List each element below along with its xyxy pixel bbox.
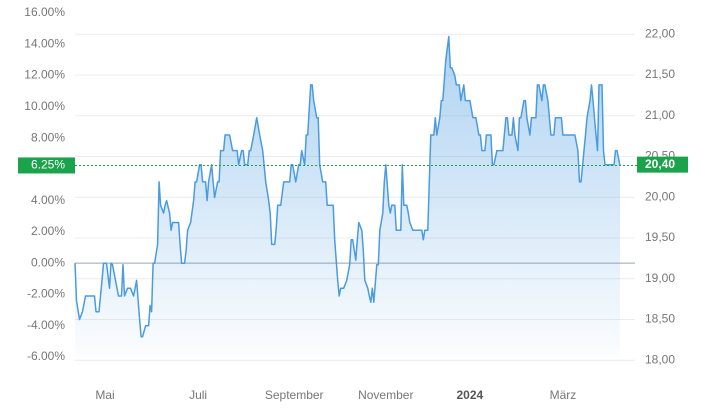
y2-tick-label: 20,00 xyxy=(645,189,675,203)
y2-tick-label: 18,00 xyxy=(645,352,675,366)
y2-tick-label: 19,00 xyxy=(645,271,675,285)
x-tick-label: März xyxy=(550,388,577,402)
y-tick-label: 16.00% xyxy=(24,5,65,19)
area xyxy=(75,36,620,357)
y-tick-label: 10.00% xyxy=(24,99,65,113)
x-tick-label: 2024 xyxy=(457,388,484,402)
x-tick-label: November xyxy=(358,388,413,402)
price-label: 20,40 xyxy=(645,157,675,171)
x-tick-label: Mai xyxy=(95,388,114,402)
y-tick-label: -6.00% xyxy=(27,349,65,363)
y2-tick-label: 22,00 xyxy=(645,26,675,40)
y2-tick-label: 21,50 xyxy=(645,67,675,81)
y2-tick-label: 21,00 xyxy=(645,108,675,122)
y2-tick-label: 19,50 xyxy=(645,230,675,244)
x-tick-label: Juli xyxy=(189,388,207,402)
x-tick-label: September xyxy=(265,388,324,402)
price-line xyxy=(74,35,621,338)
price-badge xyxy=(637,156,688,173)
y-tick-label: -4.00% xyxy=(27,318,65,332)
y-tick-label: 8.00% xyxy=(31,130,65,144)
y-tick-label: 12.00% xyxy=(24,68,65,82)
y-tick-label: 0.00% xyxy=(31,255,65,269)
current-badge xyxy=(18,157,75,174)
y-tick-label: 4.00% xyxy=(31,193,65,207)
y2-tick-label: 18,50 xyxy=(645,312,675,326)
y-tick-label: 14.00% xyxy=(24,36,65,50)
y-tick-label: 2.00% xyxy=(31,224,65,238)
y-tick-label: -2.00% xyxy=(27,287,65,301)
current-label: 6.25% xyxy=(31,158,65,172)
